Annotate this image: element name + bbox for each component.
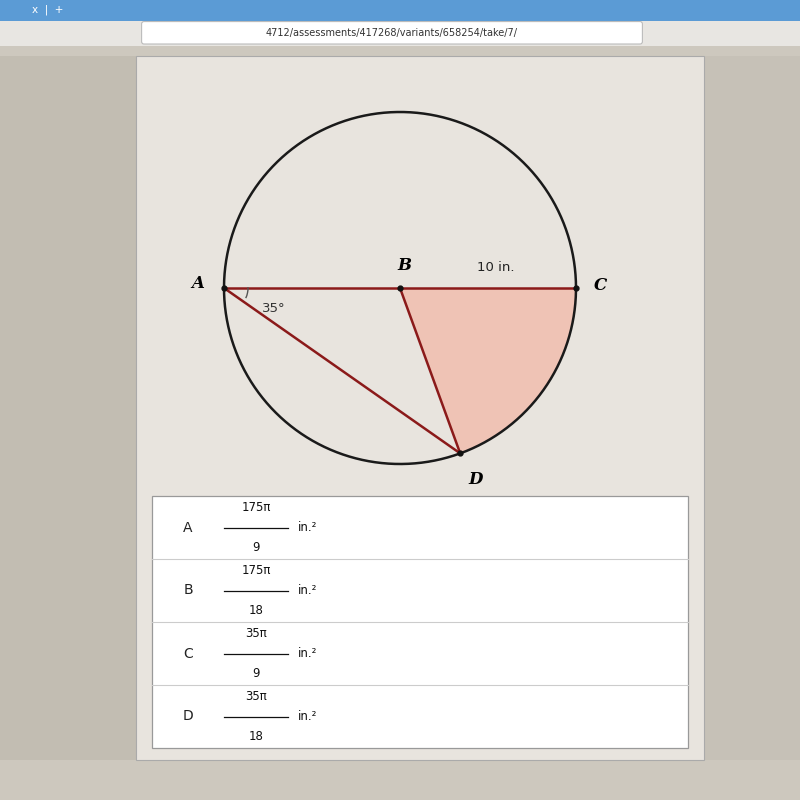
Text: 35π: 35π <box>245 626 267 640</box>
Text: in.²: in.² <box>298 647 317 660</box>
Text: D: D <box>182 710 194 723</box>
FancyBboxPatch shape <box>0 0 96 21</box>
Text: 175π: 175π <box>242 564 270 577</box>
Text: 9: 9 <box>252 542 260 554</box>
Text: in.²: in.² <box>298 521 317 534</box>
FancyBboxPatch shape <box>0 0 800 21</box>
Text: 18: 18 <box>249 604 263 618</box>
Text: B: B <box>183 583 193 598</box>
Wedge shape <box>400 288 576 454</box>
Text: in.²: in.² <box>298 710 317 723</box>
Text: C: C <box>183 646 193 661</box>
Text: 9: 9 <box>252 667 260 680</box>
Text: 10 in.: 10 in. <box>478 261 514 274</box>
Text: 4712/assessments/417268/variants/658254/take/7/: 4712/assessments/417268/variants/658254/… <box>266 29 518 38</box>
Text: x  |  +: x | + <box>32 5 63 15</box>
Text: 18: 18 <box>249 730 263 743</box>
FancyBboxPatch shape <box>0 56 136 760</box>
Text: A: A <box>183 521 193 534</box>
FancyBboxPatch shape <box>136 56 704 760</box>
Text: A: A <box>191 275 204 293</box>
Text: C: C <box>594 277 607 294</box>
Text: 35π: 35π <box>245 690 267 702</box>
Text: D: D <box>468 471 482 488</box>
FancyBboxPatch shape <box>0 21 800 46</box>
FancyBboxPatch shape <box>142 22 642 44</box>
Text: B: B <box>397 257 411 274</box>
Text: 35°: 35° <box>262 302 286 315</box>
Text: 175π: 175π <box>242 501 270 514</box>
Text: in.²: in.² <box>298 584 317 597</box>
FancyBboxPatch shape <box>152 496 688 748</box>
FancyBboxPatch shape <box>704 56 800 760</box>
